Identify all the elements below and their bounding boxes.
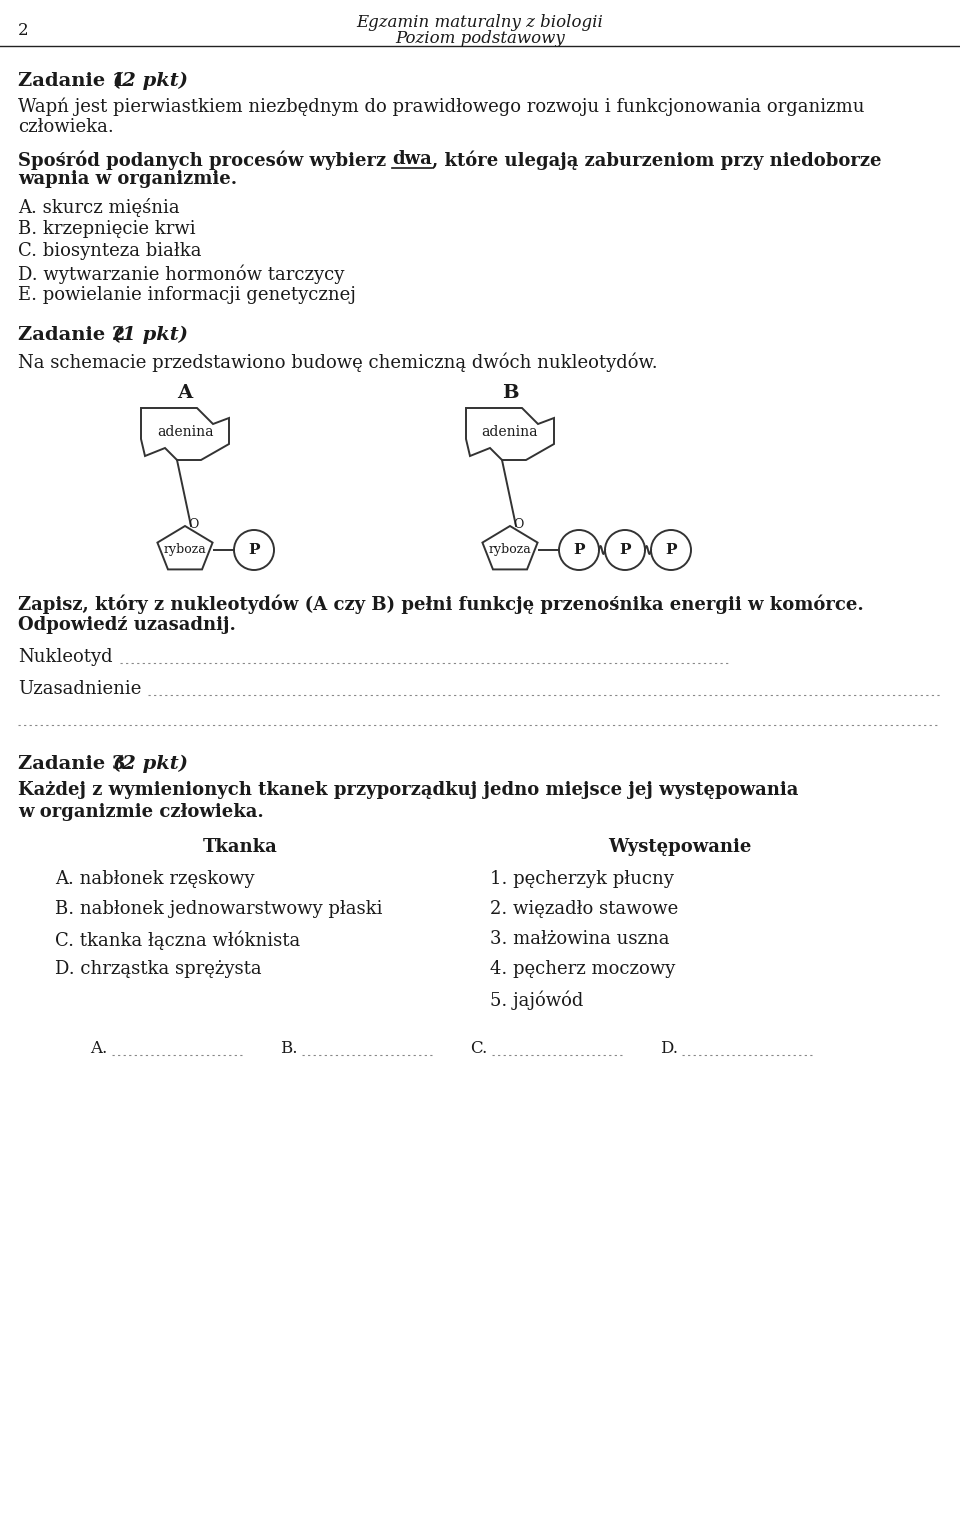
Text: Zadanie 2.: Zadanie 2. bbox=[18, 326, 139, 344]
Circle shape bbox=[234, 530, 274, 570]
Text: człowieka.: człowieka. bbox=[18, 118, 113, 136]
Text: A.: A. bbox=[90, 1039, 108, 1057]
Text: (1 pkt): (1 pkt) bbox=[113, 326, 188, 344]
Polygon shape bbox=[141, 408, 229, 461]
Text: Zapisz, który z nukleotydów (A czy B) pełni funkcję przenośnika energii w komórc: Zapisz, który z nukleotydów (A czy B) pe… bbox=[18, 594, 864, 614]
Text: Odpowiedź uzasadnij.: Odpowiedź uzasadnij. bbox=[18, 617, 236, 633]
Circle shape bbox=[605, 530, 645, 570]
Text: B. nabłonek jednowarstwowy płaski: B. nabłonek jednowarstwowy płaski bbox=[55, 900, 382, 918]
Text: w organizmie człowieka.: w organizmie człowieka. bbox=[18, 803, 264, 821]
Polygon shape bbox=[157, 526, 212, 570]
Text: 2. więzadło stawowe: 2. więzadło stawowe bbox=[490, 900, 679, 918]
Circle shape bbox=[559, 530, 599, 570]
Text: 2: 2 bbox=[18, 23, 29, 39]
Circle shape bbox=[651, 530, 691, 570]
Text: Spośród podanych procesów wybierz: Spośród podanych procesów wybierz bbox=[18, 150, 393, 170]
Text: C. tkanka łączna włóknista: C. tkanka łączna włóknista bbox=[55, 930, 300, 950]
Text: C.: C. bbox=[470, 1039, 488, 1057]
Text: P: P bbox=[665, 542, 677, 558]
Polygon shape bbox=[483, 526, 538, 570]
Text: 3. małżowina uszna: 3. małżowina uszna bbox=[490, 930, 669, 948]
Text: P: P bbox=[249, 542, 260, 558]
Text: Na schemacie przedstawiono budowę chemiczną dwóch nukleotydów.: Na schemacie przedstawiono budowę chemic… bbox=[18, 351, 658, 371]
Text: Uzasadnienie: Uzasadnienie bbox=[18, 680, 141, 698]
Text: D. chrząstka sprężysta: D. chrząstka sprężysta bbox=[55, 961, 262, 979]
Text: , które ulegają zaburzeniom przy niedoborze: , które ulegają zaburzeniom przy niedobo… bbox=[432, 150, 881, 170]
Text: Występowanie: Występowanie bbox=[609, 838, 752, 856]
Text: Wapń jest pierwiastkiem niezbędnym do prawidłowego rozwoju i funkcjonowania orga: Wapń jest pierwiastkiem niezbędnym do pr… bbox=[18, 98, 865, 117]
Text: 1. pęcherzyk płucny: 1. pęcherzyk płucny bbox=[490, 870, 674, 888]
Text: B.: B. bbox=[280, 1039, 298, 1057]
Text: E. powielanie informacji genetycznej: E. powielanie informacji genetycznej bbox=[18, 286, 356, 305]
Text: adenina: adenina bbox=[482, 426, 539, 439]
Text: (2 pkt): (2 pkt) bbox=[113, 73, 188, 91]
Text: D.: D. bbox=[660, 1039, 678, 1057]
Text: D. wytwarzanie hormonów tarczycy: D. wytwarzanie hormonów tarczycy bbox=[18, 264, 345, 283]
Text: wapnia w organizmie.: wapnia w organizmie. bbox=[18, 170, 237, 188]
Text: P: P bbox=[619, 542, 631, 558]
Text: (2 pkt): (2 pkt) bbox=[113, 754, 188, 773]
Text: Poziom podstawowy: Poziom podstawowy bbox=[396, 30, 564, 47]
Text: P: P bbox=[573, 542, 585, 558]
Text: 5. jajówód: 5. jajówód bbox=[490, 989, 584, 1009]
Text: Tkanka: Tkanka bbox=[203, 838, 277, 856]
Text: A. skurcz mięśnia: A. skurcz mięśnia bbox=[18, 198, 180, 217]
Text: Egzamin maturalny z biologii: Egzamin maturalny z biologii bbox=[356, 14, 604, 30]
Text: 4. pęcherz moczowy: 4. pęcherz moczowy bbox=[490, 961, 675, 979]
Text: Nukleotyd: Nukleotyd bbox=[18, 648, 112, 667]
Text: A: A bbox=[178, 383, 193, 401]
Text: B. krzepnięcie krwi: B. krzepnięcie krwi bbox=[18, 220, 196, 238]
Text: Zadanie 3.: Zadanie 3. bbox=[18, 754, 139, 773]
Polygon shape bbox=[466, 408, 554, 461]
Text: Zadanie 1.: Zadanie 1. bbox=[18, 73, 139, 89]
Text: dwa: dwa bbox=[393, 150, 432, 168]
Text: ryboza: ryboza bbox=[489, 544, 532, 556]
Text: C. biosynteza białka: C. biosynteza białka bbox=[18, 242, 202, 261]
Text: O: O bbox=[188, 518, 198, 530]
Text: O: O bbox=[513, 518, 523, 530]
Text: B: B bbox=[502, 383, 518, 401]
Text: A. nabłonek rzęskowy: A. nabłonek rzęskowy bbox=[55, 870, 254, 888]
Text: ryboza: ryboza bbox=[163, 544, 206, 556]
Text: adenina: adenina bbox=[156, 426, 213, 439]
Text: Każdej z wymienionych tkanek przyporządkuj jedno miejsce jej występowania: Każdej z wymienionych tkanek przyporządk… bbox=[18, 782, 799, 798]
